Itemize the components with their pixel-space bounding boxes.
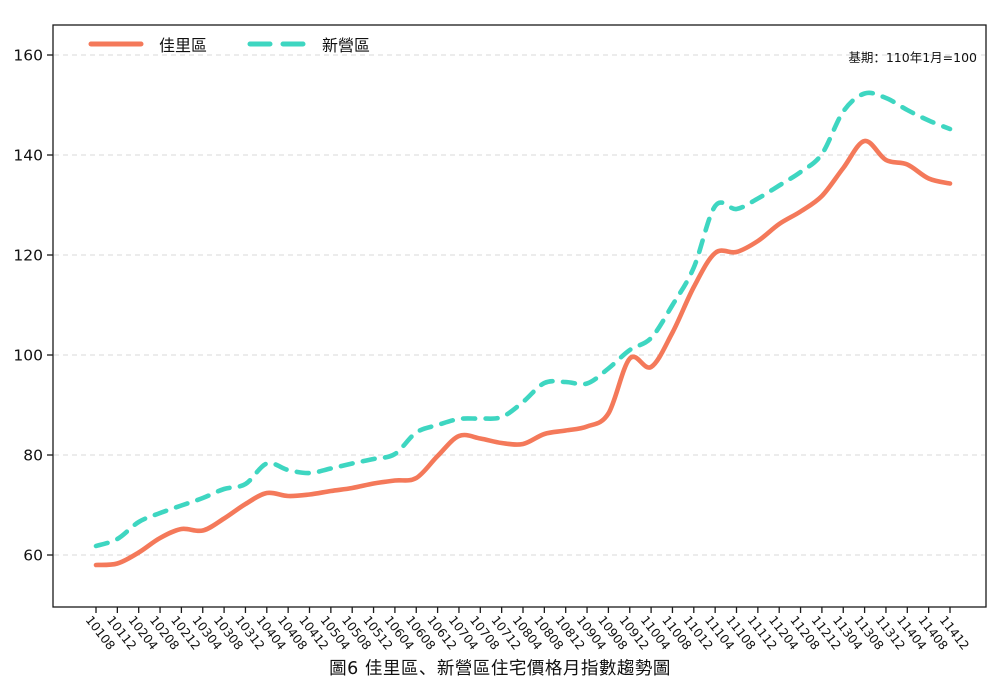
- y-tick-label: 120: [13, 247, 43, 265]
- y-tick-label: 160: [13, 47, 43, 65]
- y-tick-label: 100: [13, 347, 43, 365]
- axes-frame: [52, 24, 987, 608]
- solid-line-swatch-icon: [88, 41, 144, 47]
- dashed-line-swatch-icon: [247, 41, 307, 47]
- series-line-xinying: [93, 90, 953, 549]
- series-line-jiali: [93, 138, 953, 568]
- legend-item-xinying: 新營區: [247, 34, 371, 55]
- y-tick-label: 80: [23, 447, 43, 465]
- chart-title: 圖6 佳里區、新營區住宅價格月指數趨勢圖: [329, 659, 671, 679]
- legend-item-jiali: 佳里區: [88, 34, 208, 55]
- y-tick-label: 60: [23, 547, 43, 565]
- legend-label-jiali: 佳里區: [159, 36, 208, 55]
- plot-area: 6080100120140160101081011210204102081021…: [13, 24, 987, 653]
- legend-label-xinying: 新營區: [322, 36, 371, 55]
- base-period-note: 基期：110年1月=100: [848, 50, 977, 65]
- y-tick-label: 140: [13, 147, 43, 165]
